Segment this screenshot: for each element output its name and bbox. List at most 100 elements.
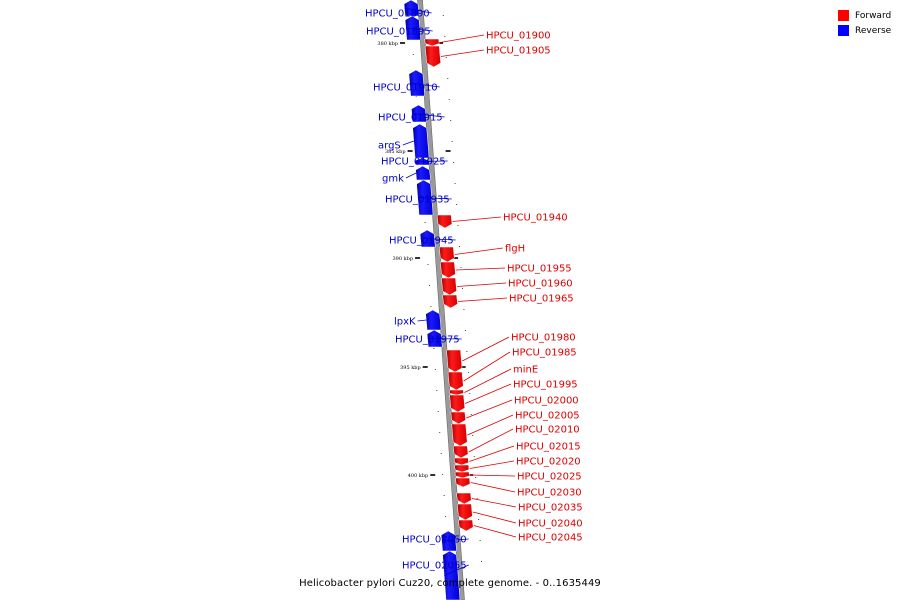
gene-label[interactable]: HPCU_02005 xyxy=(515,411,580,422)
gene-label[interactable]: HPCU_01935 xyxy=(385,195,450,206)
gene-feature-hpcu_02010[interactable] xyxy=(452,445,469,459)
gene-label[interactable]: HPCU_01980 xyxy=(511,333,576,344)
scale-label: 390 kbp xyxy=(392,256,413,262)
gene-label[interactable]: HPCU_01965 xyxy=(509,294,574,305)
gene-label[interactable]: HPCU_01945 xyxy=(389,236,454,247)
gene-label[interactable]: lpxK xyxy=(394,317,416,328)
gene-feature-hpcu_01900[interactable] xyxy=(424,38,440,47)
gene-leader-line xyxy=(427,338,462,340)
tick-dot xyxy=(470,414,472,415)
tick-dot xyxy=(436,390,438,391)
tick-dot xyxy=(475,477,477,478)
gene-feature-gmk[interactable] xyxy=(415,165,431,181)
gene-label[interactable]: HPCU_02040 xyxy=(518,519,583,530)
gene-feature-hpcu_02030[interactable] xyxy=(455,477,471,488)
gene-leader-line xyxy=(402,140,415,146)
gene-feature-hpcu_01895[interactable] xyxy=(404,15,422,41)
gene-leader-line xyxy=(452,216,502,222)
gene-feature-mine[interactable] xyxy=(449,389,464,396)
gene-feature-hpcu_01965[interactable] xyxy=(442,294,458,309)
major-tick xyxy=(400,42,406,44)
gene-label[interactable]: HPCU_02010 xyxy=(515,425,580,436)
gene-feature-lpxk[interactable] xyxy=(425,309,442,331)
gene-feature-hpcu_02045[interactable] xyxy=(458,519,474,532)
gene-label[interactable]: HPCU_01985 xyxy=(512,348,577,359)
gene-label[interactable]: HPCU_01960 xyxy=(508,279,573,290)
gene-label[interactable]: HPCU_02050 xyxy=(402,535,467,546)
tick-dot xyxy=(421,180,423,181)
gene-feature-hpcu_01905[interactable] xyxy=(424,45,441,68)
gene-label[interactable]: HPCU_02055 xyxy=(402,561,467,572)
tick-dot xyxy=(472,435,474,436)
gene-label[interactable]: HPCU_01955 xyxy=(507,264,572,275)
gene-label[interactable]: HPCU_01915 xyxy=(378,113,443,124)
gene-label[interactable]: HPCU_01900 xyxy=(486,31,551,42)
gene-feature-hpcu_02005[interactable] xyxy=(451,423,468,447)
gene-feature-hpcu_01940[interactable] xyxy=(436,214,453,229)
gene-feature-hpcu_01960[interactable] xyxy=(441,277,457,296)
gene-label[interactable]: argS xyxy=(378,141,401,152)
gene-feature-hpcu_01915[interactable] xyxy=(411,104,427,123)
gene-leader-line xyxy=(441,538,469,542)
gene-label[interactable]: HPCU_02025 xyxy=(517,472,582,483)
genome-axis-line xyxy=(417,0,465,600)
tick-dot xyxy=(412,54,414,55)
gene-label[interactable]: HPCU_01925 xyxy=(381,157,446,168)
tick-dot xyxy=(437,411,439,412)
tick-dot xyxy=(466,351,468,352)
gene-label[interactable]: HPCU_01995 xyxy=(513,380,578,391)
gene-leader-line xyxy=(417,319,427,322)
gene-label[interactable]: HPCU_01905 xyxy=(486,46,551,57)
gene-label[interactable]: HPCU_01975 xyxy=(395,335,460,346)
gene-label[interactable]: HPCU_01895 xyxy=(366,27,431,38)
gene-label[interactable]: HPCU_02020 xyxy=(516,457,581,468)
gene-feature-hpcu_02035[interactable] xyxy=(456,492,472,505)
gene-label[interactable]: gmk xyxy=(382,174,404,185)
gene-feature-hpcu_02040[interactable] xyxy=(457,503,473,521)
tick-dot xyxy=(443,495,445,496)
gene-feature-hpcu_01955[interactable] xyxy=(440,261,456,279)
tick-dot xyxy=(448,99,450,100)
major-tick xyxy=(430,474,436,476)
gene-feature-hpcu_01995[interactable] xyxy=(449,394,466,413)
gene-label[interactable]: flgH xyxy=(505,244,525,255)
gene-leader-line xyxy=(415,160,448,162)
gene-label[interactable]: HPCU_02035 xyxy=(518,503,583,514)
tick-dot xyxy=(439,432,441,433)
gene-feature-hpcu_01910[interactable] xyxy=(408,69,425,97)
gene-leader-line xyxy=(470,474,516,477)
legend-reverse-label: Reverse xyxy=(855,25,892,36)
gene-feature-hpcu_02020[interactable] xyxy=(454,464,470,473)
gene-leader-line xyxy=(468,428,514,453)
gene-features xyxy=(403,0,474,600)
gene-feature-hpcu_02015[interactable] xyxy=(453,457,469,466)
tick-dot xyxy=(457,225,459,226)
gene-label[interactable]: HPCU_01910 xyxy=(373,83,438,94)
gene-leader-line xyxy=(440,49,485,57)
gene-label[interactable]: HPCU_02000 xyxy=(514,396,579,407)
gene-label[interactable]: HPCU_02030 xyxy=(517,488,582,499)
gene-feature-hpcu_01980[interactable] xyxy=(446,349,463,373)
gene-label[interactable]: HPCU_01940 xyxy=(503,213,568,224)
gene-label[interactable]: minE xyxy=(513,365,538,376)
major-tick xyxy=(422,366,428,368)
tick-dot xyxy=(434,369,436,370)
gene-label[interactable]: HPCU_02015 xyxy=(516,442,581,453)
gene-feature-hpcu_01985[interactable] xyxy=(447,371,464,391)
gene-feature-hpcu_02000[interactable] xyxy=(450,411,466,425)
gene-label[interactable]: HPCU_01890 xyxy=(365,9,430,20)
gene-feature-hpcu_02055[interactable] xyxy=(442,550,461,600)
gene-leader-line xyxy=(465,383,512,404)
gene-feature-args[interactable] xyxy=(412,123,430,159)
gene-leader-line xyxy=(463,351,511,382)
gene-feature-flgh[interactable] xyxy=(439,246,455,263)
scale-labels: 380 kbp 385 kbp 390 kbp 395 kbp 400 kbp xyxy=(377,41,474,479)
tick-dot xyxy=(467,372,469,373)
major-tick xyxy=(453,257,459,259)
tick-dot xyxy=(428,285,430,286)
tick-dot xyxy=(476,498,478,499)
legend-reverse: Reverse xyxy=(838,23,891,38)
gene-feature-hpcu_02025[interactable] xyxy=(454,471,470,479)
gene-label[interactable]: HPCU_02045 xyxy=(518,533,583,544)
gene-leader-line xyxy=(454,247,504,255)
